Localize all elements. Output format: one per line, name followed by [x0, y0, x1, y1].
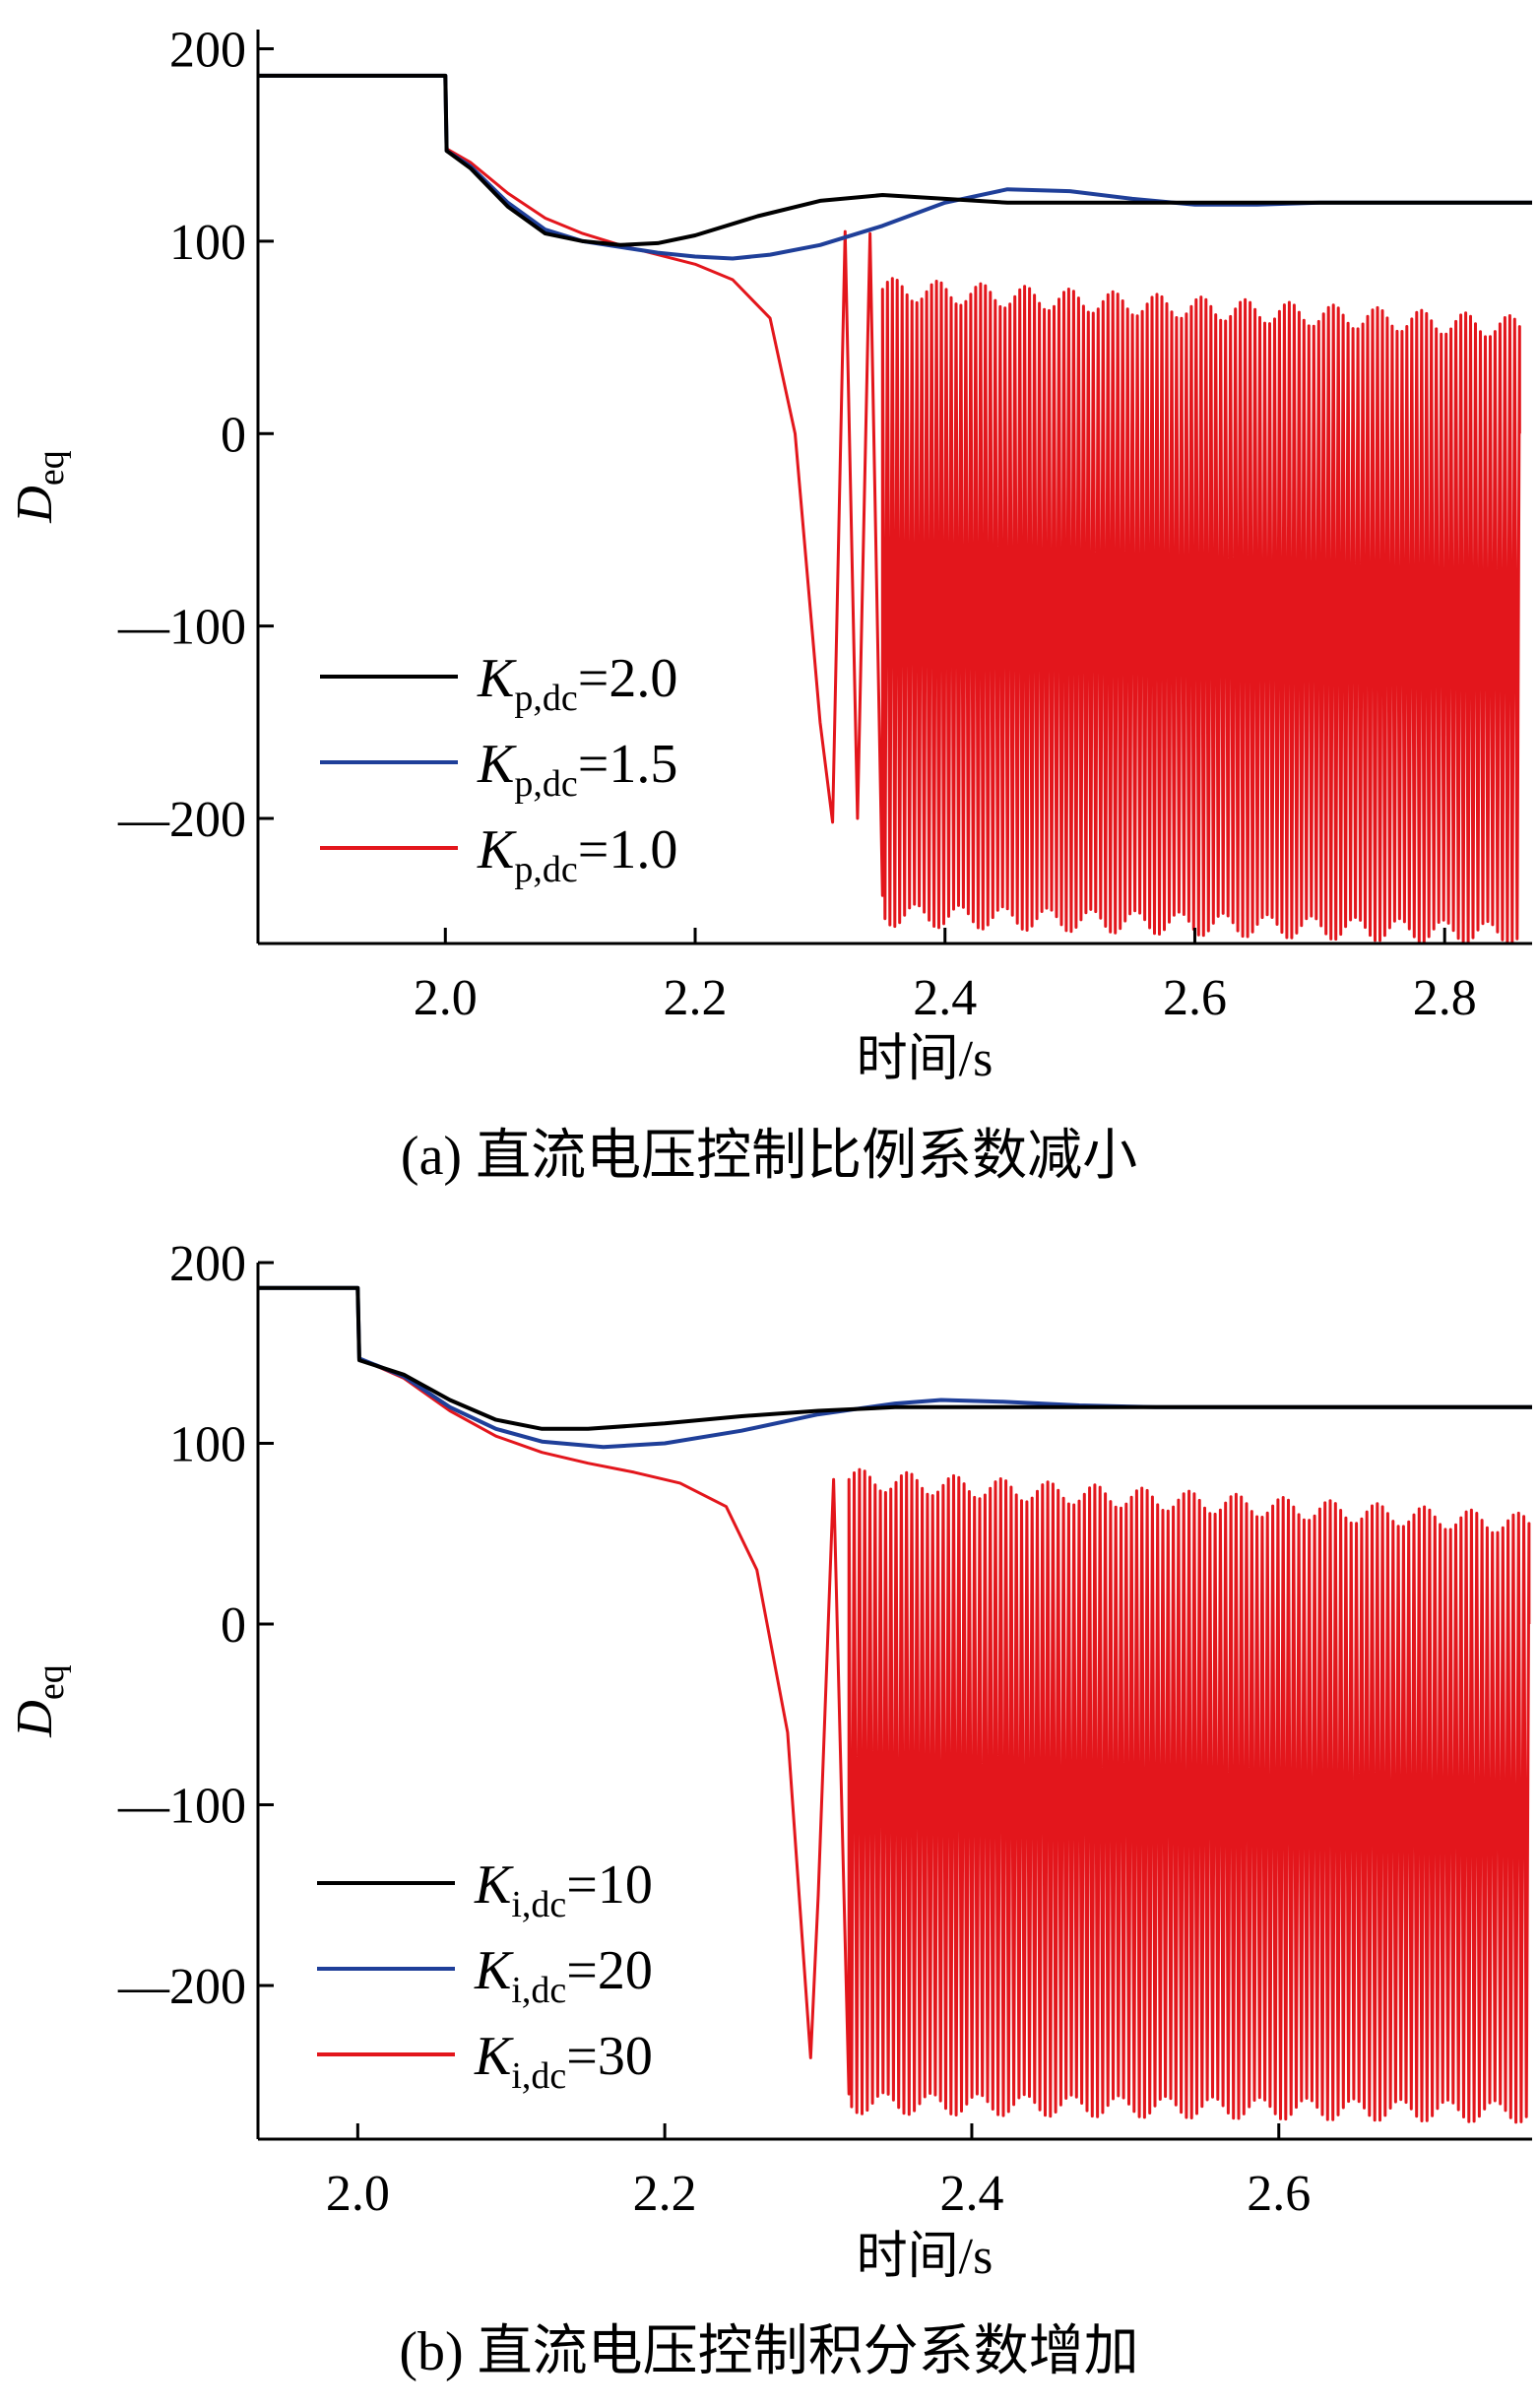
legend-label: Kp,dc=1.5 — [477, 734, 677, 805]
series-group — [258, 73, 1532, 944]
y-tick-label: —100 — [117, 600, 246, 656]
x-tick-label: 2.4 — [939, 2166, 1003, 2222]
x-axis-title: 时间/s — [857, 2229, 993, 2285]
series-line-2 — [258, 74, 1521, 944]
panel-caption: (b) 直流电压控制积分系数增加 — [399, 2321, 1138, 2382]
series-line-1 — [258, 1285, 1532, 1450]
y-axis-title: Deq — [7, 1664, 72, 1737]
legend-label: Ki,dc=20 — [474, 1940, 653, 2011]
series-line-1 — [258, 73, 1532, 261]
y-tick-label: 0 — [221, 1597, 246, 1654]
legend-label: Kp,dc=2.0 — [477, 648, 677, 719]
x-tick-label: 2.6 — [1247, 2166, 1311, 2222]
x-tick-label: 2.4 — [913, 970, 977, 1026]
x-tick-label: 2.0 — [326, 2166, 390, 2222]
panel-caption: (a) 直流电压控制比例系数减小 — [401, 1126, 1137, 1187]
panel-a: 200 100 0 —100 —200 2.0 2.2 2.4 2.6 2.8 时间/s Deq Kp,… — [7, 23, 1532, 1187]
series-line-0 — [258, 1285, 1532, 1431]
y-tick-label: 100 — [169, 215, 246, 271]
legend-label: Ki,dc=30 — [474, 2026, 653, 2097]
y-tick-label: 100 — [169, 1417, 246, 1473]
x-tick-label: 2.8 — [1413, 970, 1477, 1026]
y-tick-label: 0 — [221, 407, 246, 463]
series-group — [258, 1285, 1532, 2124]
series-line-2 — [258, 1286, 1531, 2124]
y-axis-title: Deq — [7, 450, 72, 523]
y-tick-label: 200 — [169, 23, 246, 79]
legend-label: Kp,dc=1.0 — [477, 819, 677, 890]
series-line-0 — [258, 73, 1532, 247]
legend-label: Ki,dc=10 — [474, 1855, 653, 1925]
x-tick-label: 2.6 — [1163, 970, 1227, 1026]
x-axis-title: 时间/s — [857, 1031, 993, 1087]
y-tick-label: 200 — [169, 1236, 246, 1292]
x-tick-label: 2.2 — [633, 2166, 697, 2222]
panel-b: 200 100 0 —100 —200 2.0 2.2 2.4 2.6 时间/s Deq Ki,dc=… — [7, 1236, 1532, 2382]
x-tick-label: 2.2 — [664, 970, 728, 1026]
y-tick-label: —200 — [117, 1959, 246, 2015]
x-tick-label: 2.0 — [414, 970, 478, 1026]
y-tick-label: —200 — [117, 792, 246, 848]
y-tick-label: —100 — [117, 1779, 246, 1835]
